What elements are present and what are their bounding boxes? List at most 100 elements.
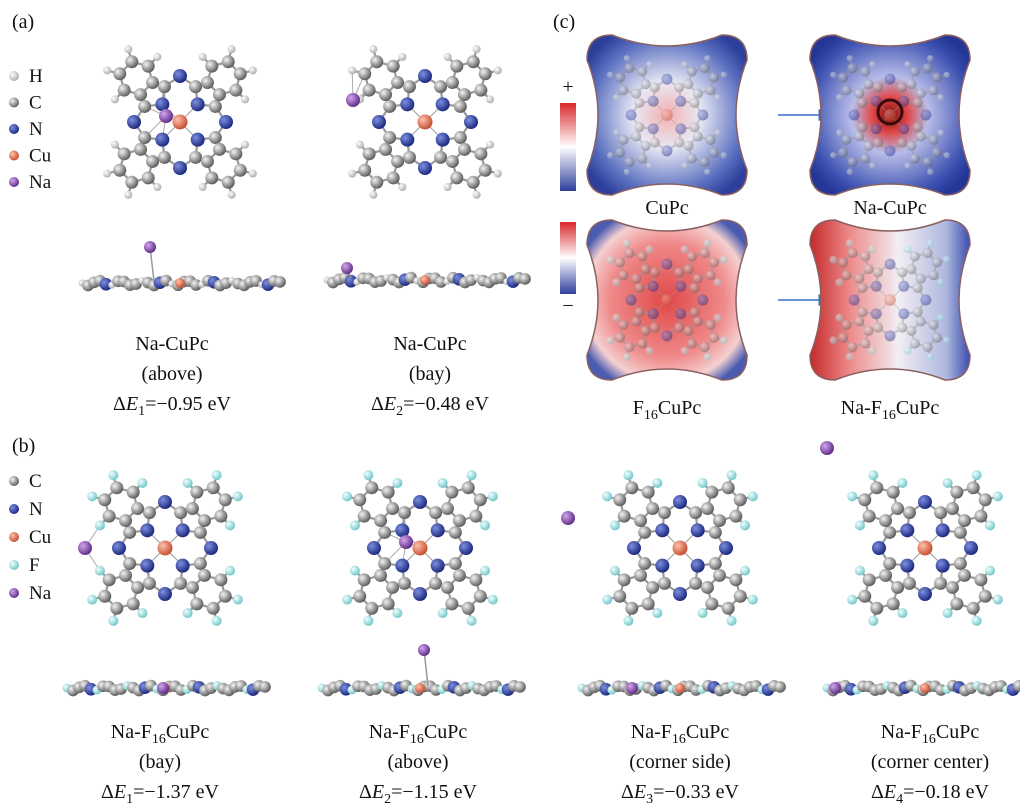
caption-part: E — [883, 781, 896, 803]
atom — [399, 535, 413, 549]
atom — [884, 294, 896, 306]
atom — [648, 123, 659, 134]
atom — [883, 557, 896, 570]
atom — [450, 60, 463, 73]
atom — [444, 53, 452, 61]
caption-part: Na-F — [841, 397, 882, 419]
atom — [920, 683, 930, 693]
atom — [857, 98, 867, 108]
atom — [729, 573, 742, 586]
atom — [103, 66, 111, 74]
atom — [849, 110, 860, 121]
atom — [847, 55, 853, 61]
atom — [214, 510, 227, 523]
atom — [458, 88, 471, 101]
atom — [838, 72, 848, 82]
atom — [140, 559, 154, 573]
atom — [650, 267, 660, 277]
atom — [655, 559, 669, 573]
atom — [198, 514, 211, 527]
atom — [864, 141, 874, 151]
atom — [467, 616, 477, 626]
atom — [137, 478, 147, 488]
atom — [727, 470, 737, 480]
atom — [879, 569, 892, 582]
atom — [108, 616, 118, 626]
atom — [370, 176, 383, 189]
atom — [701, 581, 714, 594]
caption: CuPc — [645, 197, 688, 219]
atom — [905, 61, 911, 67]
atom — [369, 45, 377, 53]
atom — [469, 573, 482, 586]
atom — [705, 486, 718, 499]
atom — [634, 122, 644, 132]
atom — [944, 72, 950, 78]
atom — [673, 495, 687, 509]
atom — [910, 154, 920, 164]
atom — [398, 183, 406, 191]
atom — [841, 270, 851, 280]
atom — [618, 320, 628, 330]
atom — [618, 573, 631, 586]
atom — [846, 353, 854, 361]
atom — [124, 191, 132, 199]
color-bar-top — [560, 103, 576, 191]
atom — [958, 514, 971, 527]
atom — [704, 55, 710, 61]
atom — [929, 135, 939, 145]
caption: Na-F16CuPc — [841, 397, 940, 423]
atom — [383, 131, 396, 144]
legend-label: Na — [29, 172, 52, 193]
atom — [646, 502, 659, 515]
atom — [697, 295, 708, 306]
atom — [683, 326, 693, 336]
atom — [662, 330, 673, 341]
atom — [916, 274, 926, 284]
atom — [691, 559, 705, 573]
atom — [936, 559, 950, 573]
atom — [648, 96, 659, 107]
caption-part: 16 — [672, 732, 686, 747]
caption-part: Δ — [371, 393, 384, 415]
atom — [189, 80, 202, 93]
atom — [138, 131, 151, 144]
caption-part: 2 — [384, 792, 391, 803]
atom — [691, 523, 705, 537]
atom — [613, 590, 626, 603]
atom — [700, 342, 710, 352]
atom — [113, 67, 126, 80]
caption-part: Na-CuPc — [135, 333, 208, 355]
atom — [610, 520, 620, 530]
atom — [348, 66, 356, 74]
atom — [642, 486, 655, 499]
atom — [841, 135, 851, 145]
atom — [950, 597, 963, 610]
atom — [607, 72, 613, 78]
atom — [838, 333, 848, 343]
atom — [979, 493, 992, 506]
label: (a) — [12, 11, 34, 33]
atom — [897, 323, 907, 333]
atom — [631, 316, 641, 326]
atom — [662, 259, 673, 270]
atom — [123, 557, 136, 570]
atom — [857, 307, 867, 317]
atom — [979, 590, 992, 603]
atom — [615, 148, 625, 158]
atom — [429, 577, 442, 590]
caption: ΔE3=−0.33 eV — [621, 781, 740, 803]
atom — [488, 491, 498, 501]
molecule — [561, 470, 758, 626]
atom — [212, 616, 222, 626]
atom — [868, 347, 876, 355]
atom — [186, 502, 199, 515]
legend-label: Cu — [29, 527, 52, 548]
atom — [138, 100, 151, 113]
atom — [974, 573, 987, 586]
atom — [638, 557, 651, 570]
atom — [625, 602, 638, 615]
atom — [646, 61, 652, 67]
atom — [820, 441, 834, 455]
atom — [634, 514, 647, 527]
